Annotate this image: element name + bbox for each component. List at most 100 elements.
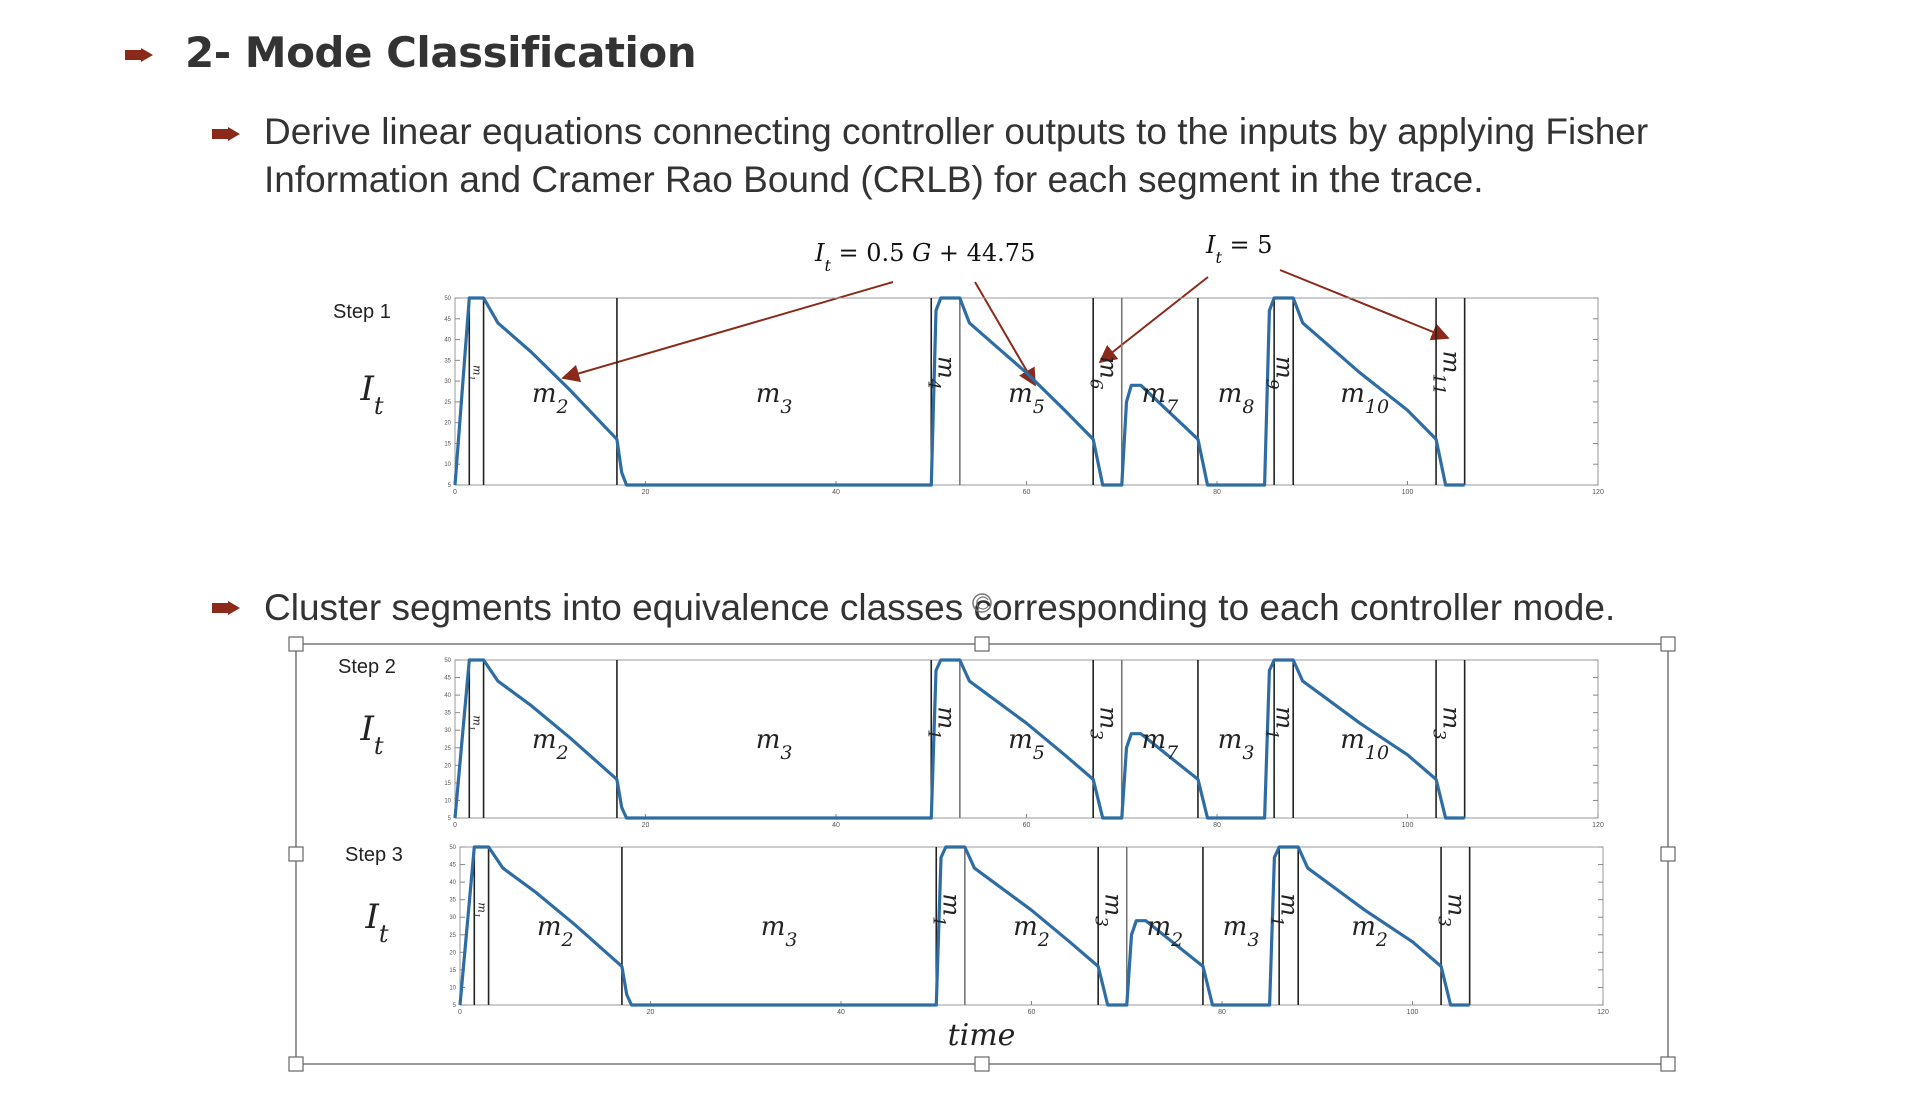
x-tick-label: 20 [647,1009,655,1016]
mode-label-m7: m7 [1141,725,1179,764]
mode-label-m1: m1 [1262,706,1299,740]
resize-handle [288,636,304,652]
x-tick-label: 0 [458,1009,462,1016]
mode-label-m3: m3 [756,725,793,764]
y-tick-label: 50 [449,845,456,851]
y-tick-label: 5 [453,1003,457,1009]
mode-label-m3: m3 [1223,912,1260,951]
mode-label-m3: m3 [1218,725,1255,764]
x-tick-label: 0 [453,489,457,496]
mode-label-m3: m3 [761,912,798,951]
y-tick-label: 15 [444,441,451,447]
x-tick-label: 60 [1023,489,1031,496]
y-tick-label: 25 [449,933,456,939]
y-tick-label: 40 [449,880,456,886]
y-tick-label: 5 [448,483,452,489]
equation-annotations: It = 0.5 G + 44.75 It = 5 [561,231,1450,387]
y-tick-label: 45 [449,863,456,869]
resize-handle [974,636,990,652]
selection-box [288,593,1676,1072]
annotation-eq2: It = 5 [1205,231,1273,267]
resize-handle [288,1056,304,1072]
mode-label-m3: m3 [756,379,793,418]
mode-label-m1: m1 [929,893,966,927]
annotation-arrow-3 [1098,276,1209,364]
y-tick-label: 15 [449,968,456,974]
mode-label-m1: m1 [924,706,961,740]
y-tick-label: 10 [449,985,456,991]
y-tick-label: 30 [444,728,451,734]
y-tick-label: 25 [444,400,451,406]
x-tick-label: 60 [1028,1009,1036,1016]
y-tick-label: 35 [444,358,451,364]
resize-handle [1660,636,1676,652]
mode-label-m8: m8 [1218,379,1255,418]
mode-label-m1: m1 [1267,893,1304,927]
mode-label-m10: m10 [1340,725,1389,764]
mode-label-m1: m1 [472,902,489,918]
section-heading: 2- Mode Classification [185,28,697,77]
resize-handle [1660,846,1676,862]
bullet-cluster-segments: Cluster segments into equivalence classe… [264,587,1616,628]
x-tick-label: 40 [837,1009,845,1016]
x-tick-label: 80 [1213,489,1221,496]
step1-It-series-line [453,296,1465,487]
resize-handle [288,846,304,862]
x-axis-label: time [948,1018,1016,1053]
rotate-arrow-icon [976,596,989,610]
x-tick-label: 40 [832,822,840,829]
y-tick-label: 5 [448,816,452,822]
x-tick-label: 120 [1597,1009,1609,1016]
x-tick-label: 20 [642,822,650,829]
mode-label-m5: m5 [1008,379,1045,418]
mode-label-m6: m6 [1085,356,1122,390]
mode-label-m3: m3 [1433,893,1470,927]
y-tick-label: 25 [444,746,451,752]
y-tick-label: 35 [444,711,451,717]
resize-handle [1660,1056,1676,1072]
x-tick-label: 80 [1213,822,1221,829]
y-tick-label: 50 [444,658,451,664]
mode-label-m3: m3 [1428,706,1465,740]
mode-label-m10: m10 [1340,379,1389,418]
mode-label-m2: m2 [532,725,569,764]
annotation-arrow-4 [1279,269,1450,341]
y-tick-label: 45 [444,676,451,682]
mode-label-m9: m9 [1262,356,1299,390]
mode-label-m7: m7 [1141,379,1179,418]
y-tick-label: 15 [444,781,451,787]
y-tick-label: 30 [444,379,451,385]
y-tick-label: 50 [444,296,451,302]
y-tick-label: 20 [444,421,451,427]
y-tick-label: 45 [444,317,451,323]
mode-label-m3: m3 [1085,706,1122,740]
x-tick-label: 120 [1592,489,1604,496]
bullet-fisher-crlb: Derive linear equations connecting contr… [264,111,1649,200]
heading-arrow-bullet-icon [125,48,153,62]
mode-label-m1: m1 [467,365,484,381]
x-tick-label: 120 [1592,822,1604,829]
annotation-arrow-2 [974,281,1036,387]
y-tick-label: 10 [444,798,451,804]
step2-It-series-line [453,658,1465,820]
bullet2-arrow-icon [212,601,240,615]
step3-plot: Step 3 It 5 10 15 20 25 30 35 40 45 50 0 20 40 60 80 100 1… [345,844,1609,1053]
annotation-eq1: It = 0.5 G + 44.75 [814,239,1035,275]
resize-handle [974,1056,990,1072]
annotation-arrow-1 [561,281,894,383]
x-tick-label: 100 [1402,822,1414,829]
rotate-handle-icon [972,593,992,613]
x-tick-label: 60 [1023,822,1031,829]
step2-ylabel: It [359,709,383,760]
x-tick-label: 80 [1218,1009,1226,1016]
mode-label-m3: m3 [1090,893,1127,927]
mode-label-m2: m2 [1351,912,1388,951]
y-tick-label: 20 [444,763,451,769]
y-tick-label: 30 [449,915,456,921]
step2-label: Step 2 [338,656,396,678]
step1-ylabel: It [359,369,383,420]
step3-ylabel: It [364,897,388,948]
x-tick-label: 100 [1402,489,1414,496]
step1-plot: Step 1 It 5 10 15 20 25 30 35 40 45 50 0 20 40 60 80 100 1… [333,296,1604,496]
